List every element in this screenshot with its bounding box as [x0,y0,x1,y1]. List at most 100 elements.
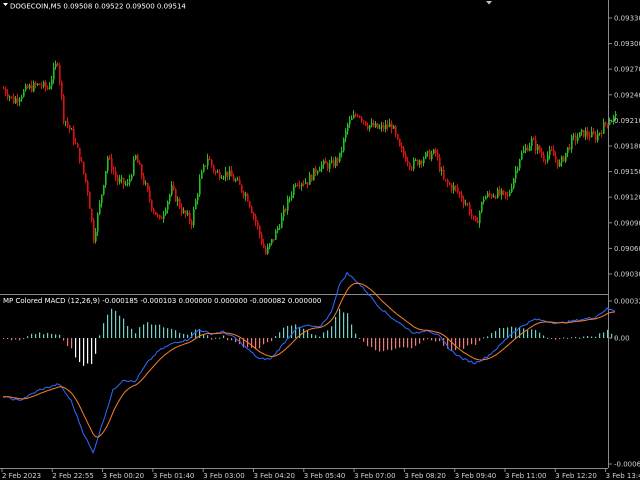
candle [115,166,117,182]
candle [245,191,247,201]
macd-label: 0.000326 [614,298,640,306]
histogram-bar [111,308,113,339]
candle [317,170,319,176]
candle [41,81,43,90]
histogram-bar [339,308,341,339]
histogram-bar [547,337,549,339]
candle [459,191,461,199]
time-label: 3 Feb 04:20 [254,472,295,480]
candle [53,62,55,84]
candle [141,163,143,180]
candle [347,122,349,135]
histogram-bar [291,325,293,339]
candle [537,144,539,154]
candle [559,159,561,168]
histogram-bar [159,324,161,339]
histogram-bar [135,333,137,339]
macd-header: MP Colored MACD (12,26,9) -0.000185 -0.0… [3,297,321,305]
candle [99,200,101,216]
histogram-bar [115,310,117,339]
histogram-bar [231,338,233,341]
candle [567,146,569,158]
histogram-bar [351,324,353,339]
candle [273,239,275,242]
candle [191,219,193,230]
candle [375,120,377,129]
candle [125,180,127,187]
histogram-bar [599,333,601,339]
histogram-bar [535,330,537,339]
histogram-bar [603,332,605,339]
macd-panel[interactable]: MP Colored MACD (12,26,9) -0.000185 -0.0… [2,271,640,469]
menu-icon[interactable] [3,3,8,6]
candle [527,144,529,152]
histogram-bar [383,338,385,352]
histogram-bar [223,335,225,339]
candle [29,83,31,90]
histogram-bar [319,336,321,339]
candle [593,127,595,135]
histogram-bar [479,338,481,341]
candle [219,169,221,181]
histogram-bar [191,331,193,339]
candle [487,191,489,198]
candle [427,150,429,157]
candle [345,128,347,143]
price-panel[interactable]: DOGECOIN,M5 0.09508 0.09522 0.09500 0.09… [0,0,640,468]
candle [295,183,297,188]
candle [267,243,269,255]
candlestick-series [3,60,617,255]
histogram-bar [467,338,469,346]
candle [195,198,197,210]
candle [133,156,135,177]
candle [93,217,95,244]
candle [589,131,591,141]
candle [255,213,257,227]
histogram-bar [15,338,17,340]
candle [313,168,315,181]
shift-marker-icon[interactable] [486,1,492,5]
candle [97,212,99,237]
candle [455,185,457,192]
candle [31,80,33,93]
candle [151,199,153,212]
time-label: 3 Feb 08:20 [404,472,445,480]
histogram-bar [579,337,581,339]
histogram-bar [91,338,93,365]
candle [237,176,239,181]
candle [247,192,249,202]
candle [397,133,399,140]
candle [155,211,157,216]
histogram-bar [567,338,569,340]
histogram-bar [187,334,189,339]
candle [87,179,89,196]
candle [467,202,469,207]
histogram-bar [515,327,517,339]
candle [3,85,5,90]
histogram-bar [23,338,25,340]
candle [465,199,467,206]
histogram-bar [123,318,125,339]
candle [343,137,345,153]
candle [165,207,167,216]
histogram-bar [99,335,101,339]
candle [545,159,547,165]
candle [277,225,279,234]
candle [351,115,353,121]
histogram-bar [499,328,501,339]
candle [159,214,161,220]
candle [575,132,577,146]
candle [409,162,411,171]
time-label: 3 Feb 05:40 [304,472,345,480]
histogram-bar [395,338,397,349]
candle [563,155,565,162]
candle [47,85,49,91]
macd-axis: 0.000326 0.00 -0.000613 [608,298,640,469]
histogram-bar [431,338,433,341]
candle [157,212,159,218]
candle [75,138,77,145]
time-label: 2 Feb 22:55 [52,472,93,480]
